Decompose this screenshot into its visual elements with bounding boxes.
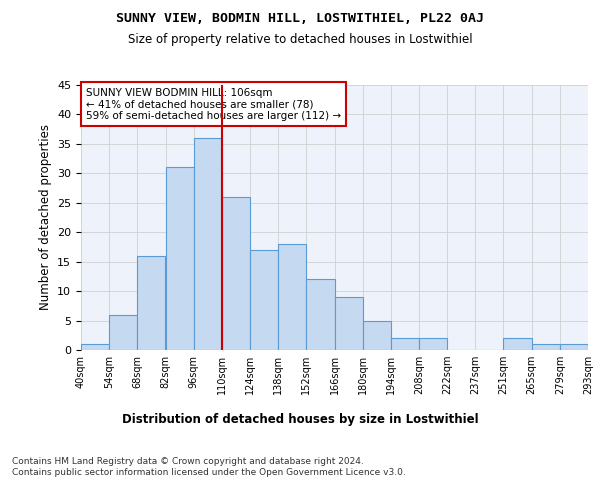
Bar xyxy=(560,344,588,350)
Bar xyxy=(250,250,278,350)
Bar xyxy=(166,168,194,350)
Bar xyxy=(532,344,560,350)
Bar xyxy=(109,314,137,350)
Bar xyxy=(278,244,307,350)
Text: Contains HM Land Registry data © Crown copyright and database right 2024.
Contai: Contains HM Land Registry data © Crown c… xyxy=(12,458,406,477)
Bar xyxy=(362,320,391,350)
Bar xyxy=(419,338,447,350)
Y-axis label: Number of detached properties: Number of detached properties xyxy=(38,124,52,310)
Bar xyxy=(81,344,109,350)
Bar xyxy=(335,297,362,350)
Text: SUNNY VIEW BODMIN HILL: 106sqm
← 41% of detached houses are smaller (78)
59% of : SUNNY VIEW BODMIN HILL: 106sqm ← 41% of … xyxy=(86,88,341,121)
Text: SUNNY VIEW, BODMIN HILL, LOSTWITHIEL, PL22 0AJ: SUNNY VIEW, BODMIN HILL, LOSTWITHIEL, PL… xyxy=(116,12,484,26)
Text: Size of property relative to detached houses in Lostwithiel: Size of property relative to detached ho… xyxy=(128,32,472,46)
Bar xyxy=(222,197,250,350)
Text: Distribution of detached houses by size in Lostwithiel: Distribution of detached houses by size … xyxy=(122,412,478,426)
Bar xyxy=(391,338,419,350)
Bar xyxy=(194,138,222,350)
Bar xyxy=(137,256,166,350)
Bar xyxy=(307,280,335,350)
Bar xyxy=(503,338,532,350)
